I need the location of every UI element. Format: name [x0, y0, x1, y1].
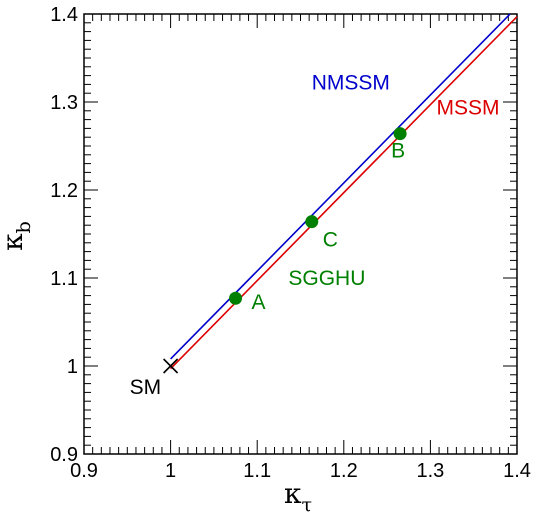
- y-tick-label: 1.1: [50, 268, 78, 290]
- point-label-a: A: [252, 291, 266, 314]
- annotation-sgghu: SGGHU: [288, 267, 365, 290]
- point-label-sm: SM: [130, 376, 162, 399]
- x-tick-label: 1.2: [330, 460, 358, 482]
- series-line-nmssm: [170, 13, 511, 360]
- y-axis-label: κb: [0, 221, 35, 251]
- y-axis-label-sub: b: [13, 221, 35, 233]
- x-axis-label-sub: τ: [301, 494, 312, 516]
- y-tick-label: 1.3: [50, 92, 78, 114]
- x-tick-label: 1.1: [243, 460, 271, 482]
- y-tick-label: 1.4: [50, 4, 78, 26]
- point-b: [393, 127, 407, 141]
- point-a: [229, 291, 243, 305]
- x-tick-label: 1: [165, 460, 176, 482]
- y-tick-label: 0.9: [50, 444, 78, 466]
- annotation-nmssm: NMSSM: [312, 72, 390, 95]
- y-tick-label: 1: [67, 356, 78, 378]
- point-label-c: C: [323, 229, 338, 252]
- x-tick-label: 1.3: [416, 460, 444, 482]
- x-tick-label: 0.9: [70, 460, 98, 482]
- point-sm-stroke-2: [163, 358, 179, 374]
- annotation-mssm: MSSM: [436, 96, 499, 119]
- point-c: [305, 215, 319, 229]
- y-tick-label: 1.2: [50, 180, 78, 202]
- point-label-b: B: [391, 140, 405, 163]
- x-tick-label: 1.4: [503, 460, 531, 482]
- series-line-mssm: [170, 16, 518, 370]
- x-axis-label: κτ: [284, 477, 312, 516]
